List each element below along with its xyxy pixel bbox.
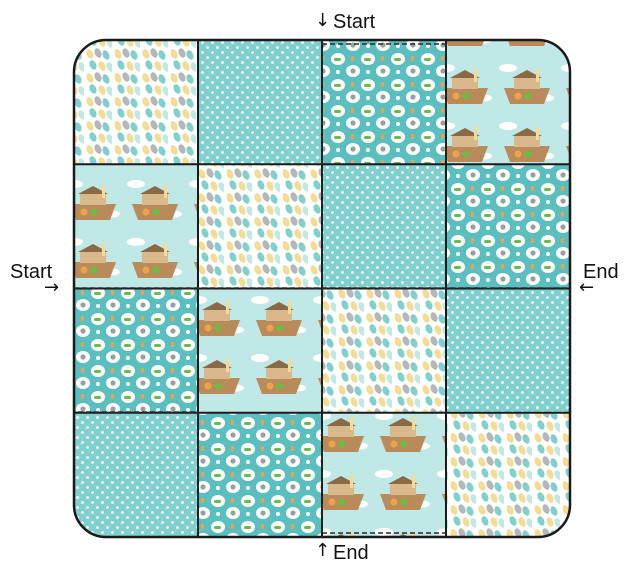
quilt-block-leaves [322,288,446,413]
quilt-block-dots [446,288,570,413]
dashed-guide-lines [74,40,570,537]
quilt-block-animals [74,288,198,413]
quilt-block-ark [198,288,322,413]
left-arrow-icon: ← [579,277,595,298]
quilt-block-ark [74,164,198,289]
right-end-label: End [583,261,619,283]
top-start-label: Start [333,11,376,33]
up-arrow-icon: ↑ [315,540,331,561]
quilt-block-dots [74,412,198,537]
quilt-block-leaves [198,164,322,289]
quilt-block-animals [198,412,322,537]
quilt-block-ark [446,40,570,165]
bottom-end-label: End [333,542,369,564]
quilt-block-animals [322,40,446,165]
quilt-block-animals [446,164,570,289]
left-start-label: Start [10,261,53,283]
down-arrow-icon: ↓ [315,10,331,31]
quilt-block-dots [198,40,322,165]
quilt-block-ark [322,412,446,537]
quilt-block-leaves [74,40,198,165]
quilt-block-dots [322,164,446,289]
right-arrow-icon: → [44,277,60,298]
quilt-block-leaves [446,412,570,537]
